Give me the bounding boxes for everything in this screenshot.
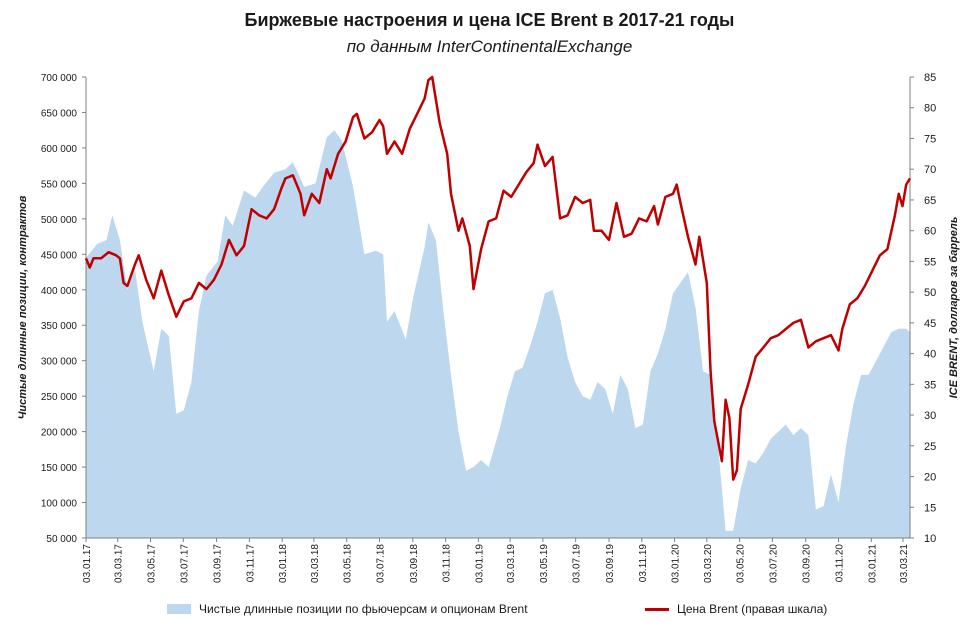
x-tick-label: 03.01.20: [671, 544, 682, 583]
left-tick-label: 650 000: [41, 108, 78, 119]
left-tick-label: 500 000: [41, 215, 78, 226]
right-tick-label: 50: [924, 287, 936, 299]
x-tick-label: 03.05.17: [147, 544, 158, 583]
right-tick-label: 35: [924, 379, 936, 391]
right-tick-label: 45: [924, 318, 936, 330]
left-tick-label: 300 000: [41, 357, 78, 368]
x-tick-label: 03.09.20: [802, 544, 813, 583]
legend-item-line: Цена Brent (правая шкала): [645, 602, 827, 616]
chart-title: Биржевые настроения и цена ICE Brent в 2…: [244, 10, 735, 30]
x-tick-label: 03.01.18: [278, 544, 289, 583]
right-tick-label: 15: [924, 502, 936, 514]
x-tick-label: 03.03.19: [506, 544, 517, 583]
left-tick-label: 450 000: [41, 250, 78, 261]
x-tick-label: 03.03.20: [703, 544, 714, 583]
x-tick-label: 03.07.20: [768, 544, 779, 583]
x-tick-label: 03.01.19: [474, 544, 485, 583]
right-tick-label: 65: [924, 195, 936, 207]
legend-swatch-area: [167, 604, 191, 614]
left-tick-label: 150 000: [41, 463, 78, 474]
x-tick-label: 03.11.18: [442, 544, 453, 583]
x-tick-label: 03.11.19: [638, 544, 649, 583]
x-tick-label: 03.11.17: [245, 544, 256, 583]
series-area-net-long-positions: [86, 130, 910, 538]
x-tick-label: 03.07.17: [179, 544, 190, 583]
right-tick-label: 75: [924, 133, 936, 145]
left-tick-label: 350 000: [41, 321, 78, 332]
legend-label-line: Цена Brent (правая шкала): [677, 602, 828, 616]
x-tick-label: 03.01.17: [82, 544, 93, 583]
right-tick-label: 55: [924, 256, 936, 268]
legend-swatch-line: [645, 607, 669, 611]
right-tick-label: 70: [924, 164, 936, 176]
right-tick-label: 10: [924, 533, 936, 545]
x-tick-label: 03.03.17: [114, 544, 125, 583]
right-axis-title: ICE BRENT, долларов за баррель: [948, 217, 960, 399]
left-tick-label: 250 000: [41, 392, 78, 403]
chart-subtitle: по данным InterContinentalExchange: [346, 37, 633, 56]
right-tick-label: 20: [924, 472, 936, 484]
left-tick-label: 50 000: [46, 534, 77, 545]
legend-label-area: Чистые длинные позиции по фьючерсам и оп…: [199, 602, 528, 616]
left-tick-label: 700 000: [41, 73, 78, 84]
x-tick-label: 03.07.19: [572, 544, 583, 583]
left-tick-label: 100 000: [41, 499, 78, 510]
left-axis-title: Чистые длинные позиции, контрактов: [17, 195, 29, 419]
series-line-brent-price: [84, 75, 912, 481]
x-tick-label: 03.05.20: [736, 544, 747, 583]
x-tick-label: 03.01.21: [867, 544, 878, 583]
x-tick-label: 03.09.17: [213, 544, 224, 583]
x-tick-label: 03.07.18: [376, 544, 387, 583]
right-tick-label: 85: [924, 72, 936, 84]
right-tick-label: 60: [924, 226, 936, 238]
right-tick-label: 25: [924, 441, 936, 453]
right-tick-label: 80: [924, 103, 936, 115]
x-tick-label: 03.03.18: [310, 544, 321, 583]
x-tick-label: 03.05.19: [539, 544, 550, 583]
x-tick-label: 03.09.19: [605, 544, 616, 583]
right-tick-label: 40: [924, 349, 936, 361]
left-tick-label: 200 000: [41, 428, 78, 439]
right-tick-label: 30: [924, 410, 936, 422]
legend-item-area: Чистые длинные позиции по фьючерсам и оп…: [167, 602, 528, 616]
x-tick-label: 03.03.21: [899, 544, 910, 583]
x-tick-label: 03.09.18: [409, 544, 420, 583]
left-tick-label: 400 000: [41, 286, 78, 297]
left-tick-label: 550 000: [41, 179, 78, 190]
x-tick-label: 03.05.18: [343, 544, 354, 583]
left-tick-label: 600 000: [41, 144, 78, 155]
x-tick-label: 03.11.20: [835, 544, 846, 583]
